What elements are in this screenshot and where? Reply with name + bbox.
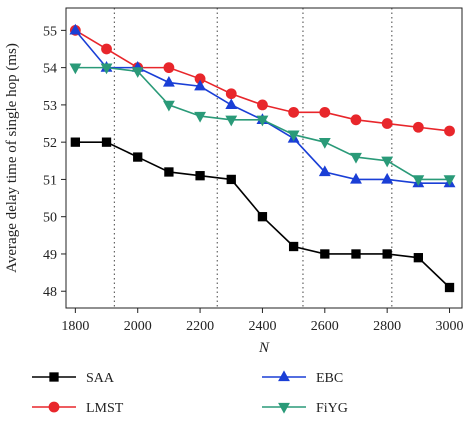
data-point-ebc bbox=[162, 75, 175, 87]
x-tick-label: 2200 bbox=[186, 319, 214, 334]
legend-item-lmst: LMST bbox=[32, 401, 124, 416]
y-axis: 48 49 50 51 52 53 54 55 bbox=[43, 24, 66, 300]
data-point-saa bbox=[351, 249, 361, 259]
data-point-fiyg bbox=[69, 63, 82, 75]
data-point-lmst bbox=[101, 43, 112, 55]
data-point-fiyg bbox=[350, 152, 362, 164]
series-saa bbox=[70, 137, 455, 293]
data-point-saa bbox=[320, 249, 330, 259]
y-tick-label: 49 bbox=[43, 248, 57, 263]
data-point-fiyg bbox=[131, 67, 144, 78]
data-point-fiyg bbox=[225, 115, 238, 127]
data-point-fiyg bbox=[318, 138, 331, 149]
y-tick-label: 55 bbox=[43, 24, 57, 39]
data-point-lmst bbox=[350, 114, 362, 126]
data-point-saa bbox=[413, 253, 423, 263]
data-point-saa bbox=[382, 249, 392, 259]
y-tick-label: 53 bbox=[43, 99, 57, 114]
data-point-lmst bbox=[412, 121, 424, 133]
data-point-saa bbox=[257, 212, 268, 222]
data-point-fiyg bbox=[194, 111, 207, 123]
data-point-fiyg bbox=[100, 63, 113, 75]
y-tick-label: 51 bbox=[43, 173, 57, 188]
data-point-lmst bbox=[257, 99, 268, 111]
data-point-lmst bbox=[288, 106, 300, 118]
legend-marker-lmst bbox=[48, 401, 60, 413]
data-point-ebc bbox=[69, 23, 82, 35]
x-tick-label: 2800 bbox=[373, 319, 401, 334]
y-tick-label: 52 bbox=[43, 136, 57, 151]
series-fiyg bbox=[69, 63, 456, 187]
y-axis-title: Average delay time of single hop (ms) bbox=[4, 43, 20, 273]
data-point-saa bbox=[444, 282, 455, 293]
x-tick-label: 3000 bbox=[436, 319, 464, 334]
data-point-ebc bbox=[381, 172, 394, 184]
data-point-fiyg bbox=[381, 156, 394, 168]
data-point-saa bbox=[70, 137, 81, 147]
x-axis-title: N bbox=[258, 340, 270, 356]
x-axis: 1800 2000 2200 2400 2600 2800 3000 bbox=[61, 308, 464, 334]
legend-label-fiyg: FiYG bbox=[316, 401, 348, 416]
legend-item-saa: SAA bbox=[32, 371, 115, 386]
legend-marker-ebc bbox=[278, 370, 290, 382]
data-point-fiyg bbox=[443, 175, 456, 187]
data-point-saa bbox=[164, 167, 174, 177]
data-point-saa bbox=[195, 171, 205, 181]
data-point-saa bbox=[226, 174, 236, 185]
data-point-ebc bbox=[350, 172, 362, 184]
data-point-ebc bbox=[318, 165, 331, 177]
legend-marker-saa bbox=[49, 372, 59, 382]
legend-item-fiyg: FiYG bbox=[262, 401, 348, 416]
data-point-lmst bbox=[163, 62, 175, 74]
series-layer bbox=[69, 23, 456, 293]
x-tick-label: 2600 bbox=[311, 319, 339, 334]
x-tick-label: 2400 bbox=[248, 319, 276, 334]
data-point-ebc bbox=[225, 98, 238, 110]
data-point-saa bbox=[133, 152, 143, 162]
data-point-lmst bbox=[444, 125, 455, 137]
x-tick-label: 1800 bbox=[61, 319, 89, 334]
legend-item-ebc: EBC bbox=[262, 370, 343, 386]
data-point-fiyg bbox=[162, 100, 175, 112]
legend-marker-fiyg bbox=[278, 402, 290, 414]
data-point-fiyg bbox=[256, 115, 269, 127]
data-point-fiyg bbox=[287, 130, 300, 142]
data-point-fiyg bbox=[412, 175, 425, 187]
legend-label-lmst: LMST bbox=[86, 401, 124, 416]
legend: SAA LMST EBC FiYG bbox=[32, 370, 348, 416]
data-point-lmst bbox=[319, 106, 331, 118]
data-point-saa bbox=[288, 241, 299, 252]
legend-label-ebc: EBC bbox=[316, 371, 343, 386]
data-point-saa bbox=[101, 137, 112, 147]
data-point-lmst bbox=[381, 118, 393, 129]
data-point-ebc bbox=[194, 79, 207, 91]
plot-frame bbox=[65, 7, 463, 309]
y-tick-label: 50 bbox=[43, 211, 57, 226]
y-tick-label: 54 bbox=[43, 62, 57, 77]
dotted-reference-lines bbox=[113, 8, 393, 308]
legend-label-saa: SAA bbox=[86, 371, 115, 386]
y-tick-label: 48 bbox=[43, 285, 57, 300]
x-tick-label: 2000 bbox=[124, 319, 152, 334]
data-point-lmst bbox=[225, 88, 237, 100]
